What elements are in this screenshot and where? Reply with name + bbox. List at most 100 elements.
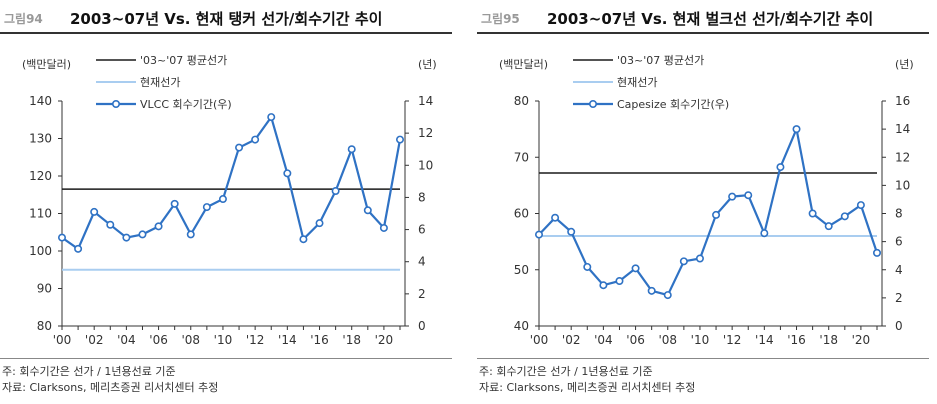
left-axis-tick-label: 100: [29, 244, 52, 258]
x-axis-tick-label: '10: [214, 333, 233, 347]
right-axis-tick-label: 10: [418, 158, 433, 172]
payback-point: [315, 219, 324, 228]
figure-95-chart: (백만달러) (년) 40 50 60 70 80 0 2 4 6 8 10 12 14 16 '00 '02 '0…: [499, 54, 914, 347]
figure-95-title: 2003~07년 Vs. 현재 벌크선 선가/회수기간 추이: [547, 10, 874, 28]
left-axis-tick-label: 70: [514, 150, 529, 164]
payback-point: [299, 235, 308, 244]
left-axis-tick-label: 80: [514, 94, 529, 108]
figure-94-title: 2003~07년 Vs. 현재 탱커 선가/회수기간 추이: [70, 10, 383, 28]
payback-point: [840, 212, 849, 221]
payback-point: [251, 135, 260, 144]
left-axis-tick-label: 120: [29, 169, 52, 183]
payback-point: [363, 206, 372, 215]
figure-95-notes-divider: [477, 358, 929, 359]
payback-point: [792, 125, 801, 134]
payback-point: [567, 227, 576, 236]
legend-series-label: VLCC 회수기간(우): [140, 98, 232, 111]
right-axis-tick-label: 10: [895, 178, 910, 192]
legend-current-label: 현재선가: [617, 76, 657, 89]
figure-95-note: 주: 회수기간은 선가 / 1년용선료 기준: [479, 365, 653, 378]
legend-average-label: '03~'07 평균선가: [140, 54, 227, 67]
x-axis-tick-label: '00: [53, 333, 72, 347]
x-axis-tick-label: '20: [375, 333, 394, 347]
right-axis-tick-label: 12: [895, 150, 910, 164]
payback-point: [631, 264, 640, 273]
payback-point: [122, 233, 131, 242]
payback-point: [267, 113, 276, 122]
right-axis-tick-label: 8: [895, 207, 903, 221]
payback-point: [744, 191, 753, 200]
right-axis-tick-label: 0: [895, 319, 903, 333]
x-axis-tick-label: '00: [530, 333, 549, 347]
payback-point: [856, 201, 865, 210]
right-axis-tick-label: 2: [418, 287, 426, 301]
payback-point: [379, 223, 388, 232]
x-axis-tick-label: '02: [562, 333, 581, 347]
left-axis-tick-label: 60: [514, 207, 529, 221]
left-axis-unit: (백만달러): [499, 58, 548, 71]
figure-95-notes: 주: 회수기간은 선가 / 1년용선료 기준 자료: Clarksons, 메리…: [479, 364, 695, 396]
figure-94-title-bar: 그림94 2003~07년 Vs. 현재 탱커 선가/회수기간 추이: [0, 6, 452, 34]
figure-94-notes: 주: 회수기간은 선가 / 1년용선료 기준 자료: Clarksons, 메리…: [2, 364, 218, 396]
figure-95-number: 그림95: [481, 12, 520, 26]
payback-point: [74, 244, 83, 253]
legend-current-label: 현재선가: [140, 76, 180, 89]
x-axis-tick-label: '14: [755, 333, 774, 347]
payback-point: [218, 195, 227, 204]
payback-point: [170, 199, 179, 208]
payback-point: [776, 163, 785, 172]
payback-point: [647, 286, 656, 295]
payback-point: [283, 169, 292, 178]
figure-94-number: 그림94: [4, 12, 43, 26]
x-axis-tick-label: '04: [117, 333, 136, 347]
payback-point: [235, 143, 244, 152]
right-axis-tick-label: 4: [895, 263, 903, 277]
payback-point: [57, 233, 66, 242]
x-axis-tick-label: '18: [342, 333, 361, 347]
left-axis-tick-label: 90: [37, 282, 52, 296]
payback-point: [695, 254, 704, 263]
x-axis-tick-label: '16: [787, 333, 806, 347]
figure-94-note: 주: 회수기간은 선가 / 1년용선료 기준: [2, 365, 176, 378]
legend-average-label: '03~'07 평균선가: [617, 54, 704, 67]
right-axis-tick-label: 16: [895, 94, 910, 108]
right-axis-tick-label: 12: [418, 126, 433, 140]
figure-94-chart: (백만달러) (년) 80 90 100 110 120 130 140 0 2 4 6 8 10 12 14 '…: [22, 54, 437, 347]
payback-series-line: [538, 125, 879, 297]
right-axis-tick-label: 14: [895, 122, 910, 136]
left-axis-tick-label: 40: [514, 319, 529, 333]
left-axis-tick-label: 110: [29, 207, 52, 221]
x-axis-tick-label: '04: [594, 333, 613, 347]
payback-point: [534, 230, 543, 239]
x-axis-tick-label: '02: [85, 333, 104, 347]
right-axis-tick-label: 2: [895, 291, 903, 305]
payback-point: [154, 222, 163, 231]
payback-point: [347, 145, 356, 154]
x-axis-tick-label: '06: [626, 333, 645, 347]
x-axis-tick-label: '12: [723, 333, 742, 347]
payback-point: [679, 257, 688, 266]
right-axis-tick-label: 8: [418, 190, 426, 204]
figure-95-panel: 그림95 2003~07년 Vs. 현재 벌크선 선가/회수기간 추이 (백만달…: [477, 0, 937, 404]
left-axis-tick-label: 130: [29, 132, 52, 146]
right-axis-unit: (년): [418, 58, 437, 71]
right-axis-tick-label: 4: [418, 255, 426, 269]
figure-94-source: 자료: Clarksons, 메리츠증권 리서치센터 추정: [2, 381, 219, 394]
left-axis-tick-label: 140: [29, 94, 52, 108]
payback-point: [106, 220, 115, 229]
right-axis-tick-label: 14: [418, 94, 433, 108]
payback-point: [551, 213, 560, 222]
x-axis-tick-label: '18: [819, 333, 838, 347]
figure-95-source: 자료: Clarksons, 메리츠증권 리서치센터 추정: [479, 381, 696, 394]
right-axis-tick-label: 0: [418, 319, 426, 333]
left-axis-tick-label: 50: [514, 263, 529, 277]
payback-point: [599, 281, 608, 290]
left-axis-unit: (백만달러): [22, 58, 71, 71]
legend-series-label: Capesize 회수기간(우): [617, 98, 729, 111]
figure-94-notes-divider: [0, 358, 452, 359]
x-axis-tick-label: '20: [852, 333, 871, 347]
payback-point: [808, 209, 817, 218]
payback-series-line: [61, 114, 402, 251]
left-axis-tick-label: 80: [37, 319, 52, 333]
payback-point: [663, 291, 672, 300]
